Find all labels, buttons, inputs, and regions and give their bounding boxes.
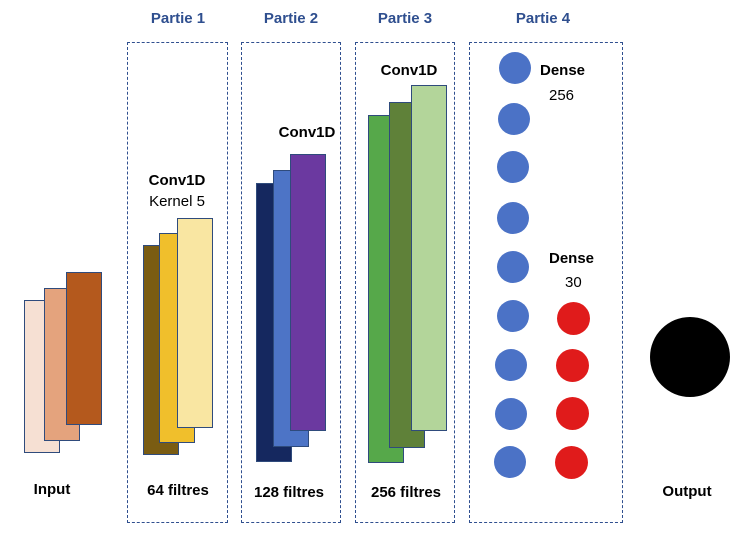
panel-partie-1	[127, 42, 228, 523]
output-label: Output	[662, 483, 712, 500]
dense1-node	[494, 446, 526, 478]
dense1-node	[497, 202, 529, 234]
dense2-title: Dense	[549, 250, 595, 267]
dense2-node	[556, 397, 589, 430]
dense1-node	[495, 349, 527, 381]
dense1-node	[497, 151, 529, 183]
section-title-partie-2: Partie 2	[263, 10, 319, 27]
input-layer-front	[66, 272, 102, 425]
conv3-filters-label: 256 filtres	[370, 484, 442, 501]
conv1-title: Conv1D	[148, 172, 206, 189]
section-title-partie-4: Partie 4	[515, 10, 571, 27]
conv3-layer-front	[411, 85, 447, 431]
input-label: Input	[33, 481, 71, 498]
section-title-partie-3: Partie 3	[377, 10, 433, 27]
conv1-layer-front	[177, 218, 213, 428]
conv2-title: Conv1D	[278, 124, 336, 141]
conv1-kernel-label: Kernel 5	[149, 193, 205, 210]
dense1-node	[498, 103, 530, 135]
dense1-node	[497, 300, 529, 332]
section-title-partie-1: Partie 1	[150, 10, 206, 27]
dense1-title: Dense	[540, 62, 586, 79]
conv3-title: Conv1D	[380, 62, 438, 79]
panel-partie-2	[241, 42, 341, 523]
conv2-filters-label: 128 filtres	[253, 484, 325, 501]
dense2-node	[556, 349, 589, 382]
dense1-units: 256	[549, 87, 575, 104]
dense1-node	[497, 251, 529, 283]
panel-partie-3	[355, 42, 455, 523]
dense2-units: 30	[565, 274, 582, 291]
dense1-node	[499, 52, 531, 84]
dense2-node	[557, 302, 590, 335]
dense1-node	[495, 398, 527, 430]
conv1-filters-label: 64 filtres	[147, 482, 209, 499]
conv2-layer-front	[290, 154, 326, 431]
panel-partie-4	[469, 42, 623, 523]
output-node	[650, 317, 730, 397]
dense2-node	[555, 446, 588, 479]
